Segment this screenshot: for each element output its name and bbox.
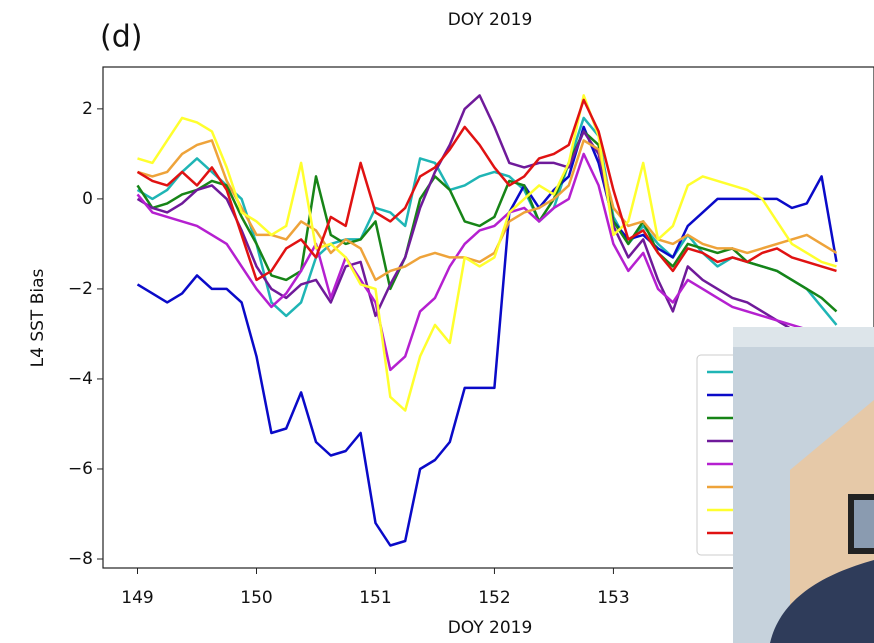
y-tick-label: 2 bbox=[82, 99, 93, 119]
series-group bbox=[136, 94, 838, 547]
x-tick-label: 150 bbox=[240, 588, 272, 608]
plot-area: −8 −6 −4 −2 0 2 149 150 151 152 153 bbox=[68, 66, 874, 608]
picture bbox=[854, 500, 874, 548]
series-line bbox=[136, 130, 838, 313]
y-tick-label: −8 bbox=[68, 549, 93, 569]
x-axis-label: DOY 2019 bbox=[448, 618, 533, 638]
ceiling bbox=[733, 327, 874, 347]
chart-title: DOY 2019 bbox=[448, 10, 533, 30]
panel-label: (d) bbox=[100, 20, 142, 55]
person-shirt bbox=[770, 560, 874, 643]
series-line bbox=[136, 125, 838, 547]
webcam-overlay bbox=[733, 327, 874, 643]
y-tick-label: −4 bbox=[68, 369, 93, 389]
plot-frame bbox=[102, 66, 874, 569]
series-line bbox=[137, 139, 838, 282]
series-line bbox=[136, 116, 838, 326]
x-tick-label: 151 bbox=[359, 588, 391, 608]
x-tick-label: 153 bbox=[597, 588, 629, 608]
series-line bbox=[136, 152, 837, 372]
y-tick-label: −6 bbox=[68, 459, 93, 479]
series-line bbox=[136, 98, 837, 282]
y-tick-label: 0 bbox=[82, 189, 93, 209]
y-tick-label: −2 bbox=[68, 279, 93, 299]
series-line bbox=[137, 94, 837, 412]
x-tick-label: 149 bbox=[121, 588, 153, 608]
y-axis-label: L4 SST Bias bbox=[28, 269, 48, 368]
series-line bbox=[136, 94, 837, 345]
x-tick-label: 152 bbox=[478, 588, 510, 608]
